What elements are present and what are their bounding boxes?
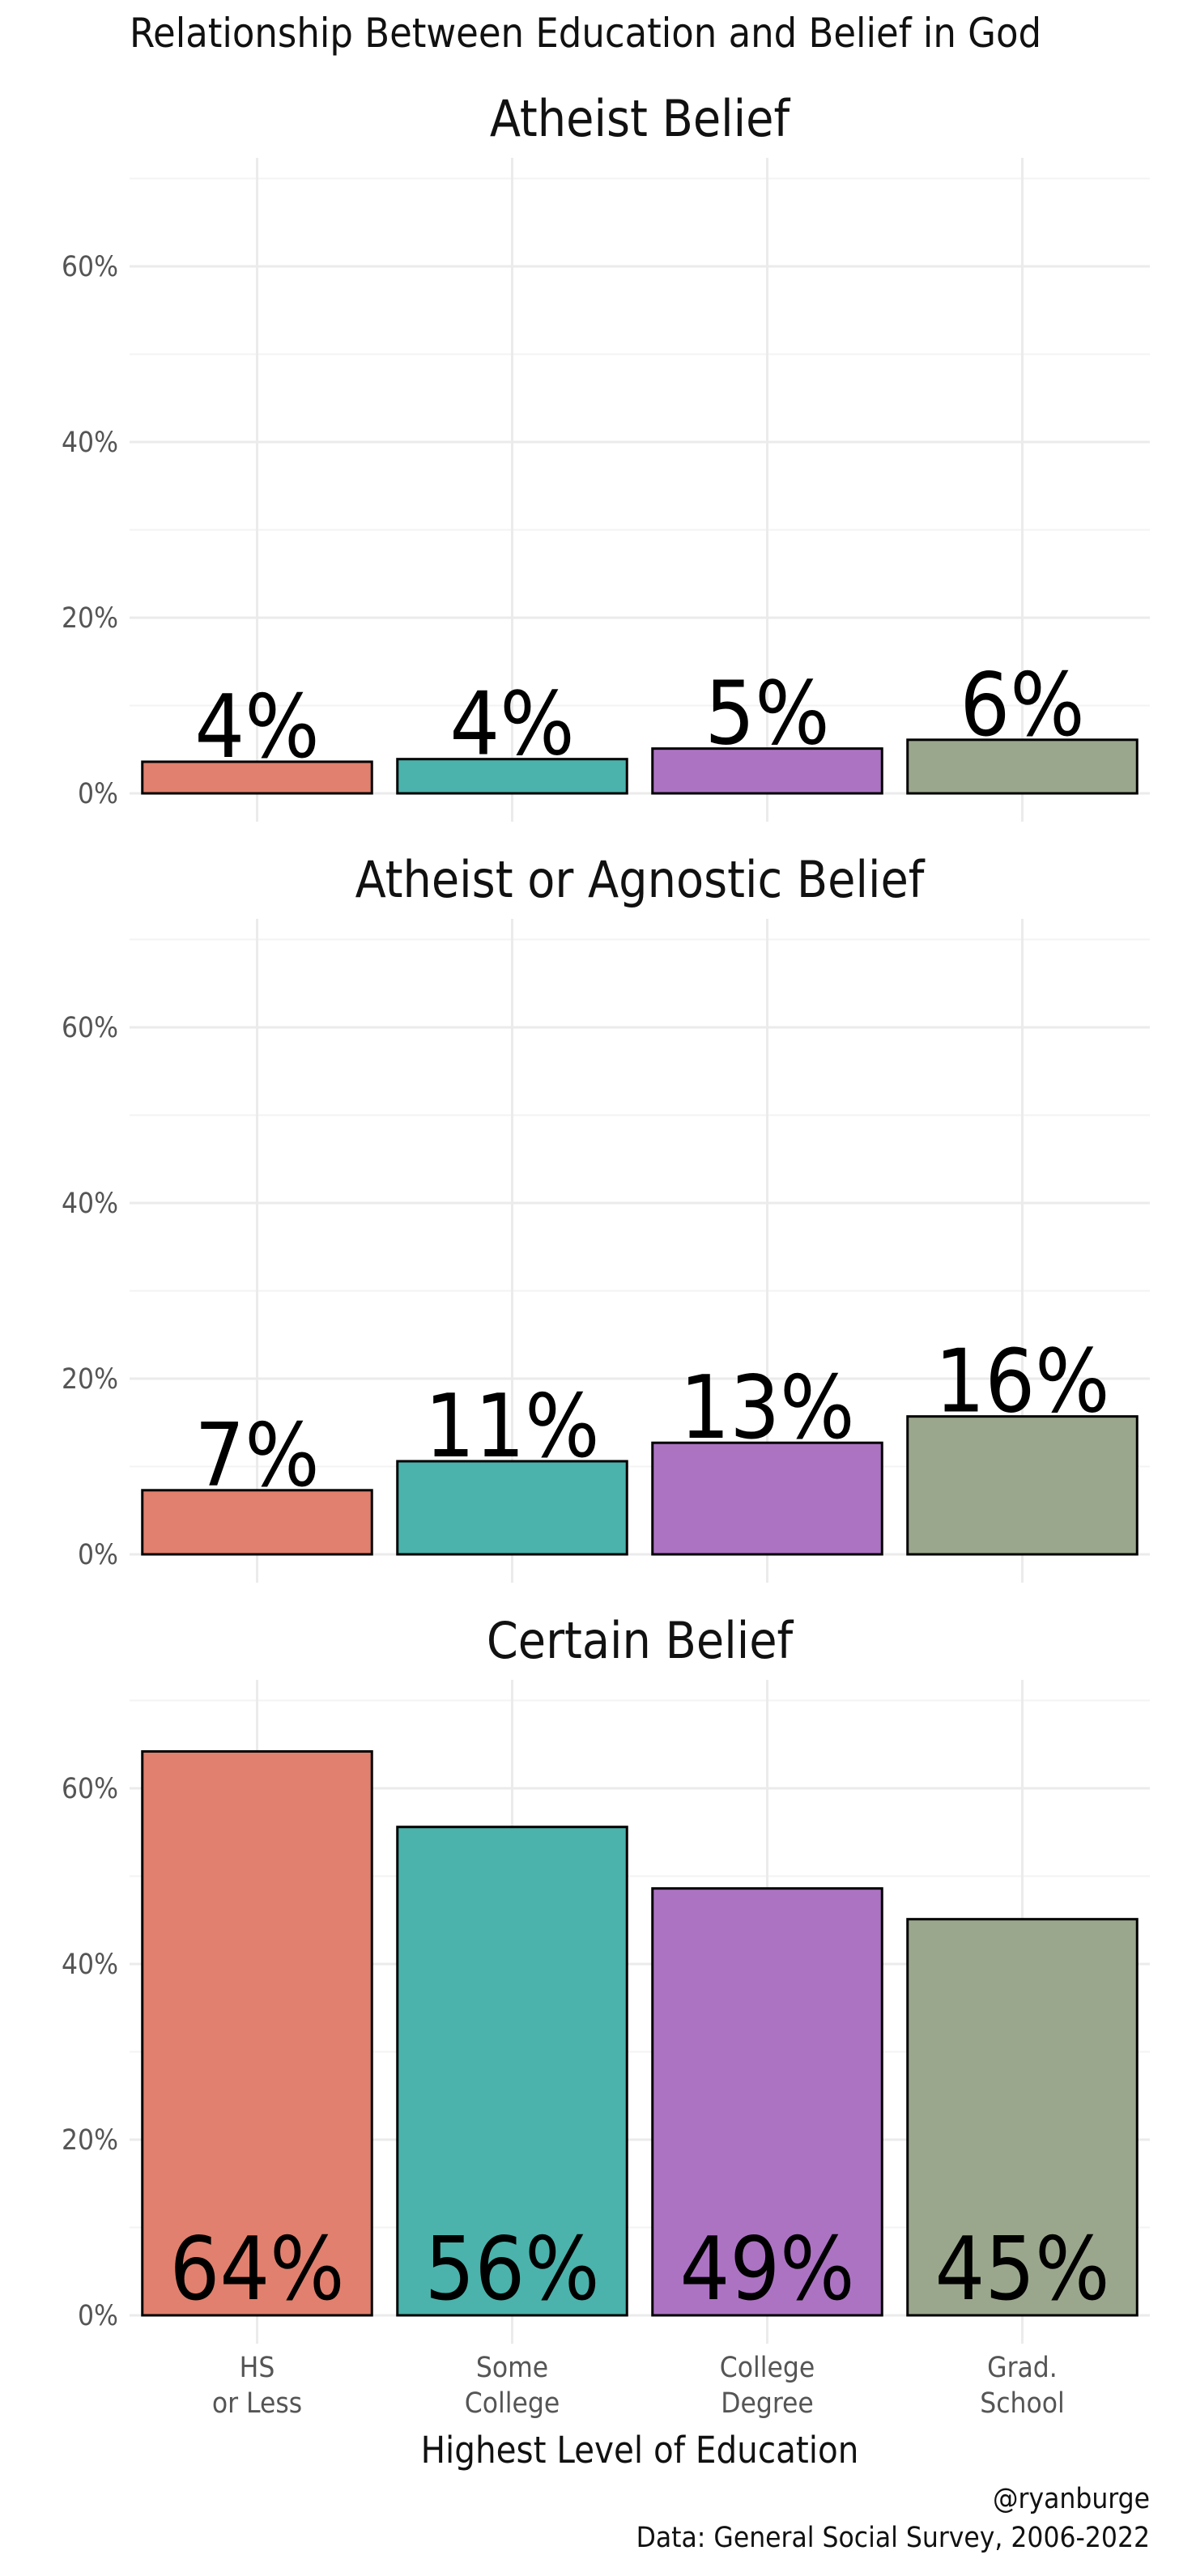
bar-value-label: 7% (194, 1405, 319, 1507)
bar (396, 758, 628, 795)
chart-title: Relationship Between Education and Belie… (130, 10, 1041, 57)
bar-value-label: 45% (935, 2219, 1110, 2320)
bar-value-label: 13% (680, 1358, 855, 1459)
y-tick-label: 0% (78, 2300, 118, 2332)
bar (396, 1460, 628, 1556)
x-tick-label: College Degree (720, 2352, 815, 2420)
bar-value-label: 4% (194, 677, 319, 778)
y-tick-label: 40% (62, 427, 118, 459)
bar (141, 760, 373, 795)
bar (906, 1918, 1139, 2317)
bar (906, 738, 1139, 795)
y-tick-label: 0% (78, 1539, 118, 1571)
bar-value-label: 16% (935, 1332, 1110, 1433)
bar (651, 1887, 883, 2317)
facet-panel: Atheist Belief 0% 20% 40% 60% 4% 4% 5% 6% (62, 89, 1150, 822)
bar (141, 1489, 373, 1556)
y-tick-label: 0% (78, 778, 118, 810)
bar (141, 1749, 373, 2317)
y-tick-label: 40% (62, 1949, 118, 1981)
bar-value-label: 4% (449, 674, 574, 776)
y-tick-label: 60% (62, 1012, 118, 1044)
facet-panel: Certain Belief 0% 20% 40% 60% 64% 56% 49% 45% (62, 1611, 1150, 2344)
bar-value-label: 49% (680, 2219, 855, 2320)
bar-value-label: 6% (960, 655, 1084, 756)
y-tick-label: 60% (62, 1773, 118, 1805)
facet-title: Atheist or Agnostic Belief (355, 850, 926, 909)
bar-value-label: 56% (425, 2219, 600, 2320)
y-tick-label: 60% (62, 251, 118, 283)
y-tick-label: 40% (62, 1188, 118, 1220)
facet-title: Certain Belief (487, 1611, 794, 1670)
caption-handle: @ryanburge (993, 2483, 1150, 2515)
facet-panel: Atheist or Agnostic Belief 0% 20% 40% 60% 7% 1… (62, 850, 1150, 1583)
bar (651, 1441, 883, 1556)
bar-value-label: 11% (425, 1376, 600, 1477)
y-tick-label: 20% (62, 602, 118, 635)
bar (396, 1826, 628, 2317)
bar (906, 1415, 1139, 1556)
x-axis-title: Highest Level of Education (421, 2429, 859, 2472)
x-tick-label: Grad. School (980, 2352, 1065, 2420)
y-tick-label: 20% (62, 2124, 118, 2157)
bar (651, 747, 883, 795)
x-tick-label: Some College (465, 2352, 560, 2420)
x-axis-ticks: HS or Less Some College College Degree Grad. Sc… (212, 2352, 1065, 2420)
bar-value-label: 64% (170, 2219, 345, 2320)
caption-source: Data: General Social Survey, 2006-2022 (636, 2522, 1150, 2554)
facet-title: Atheist Belief (490, 89, 791, 148)
x-tick-label: HS or Less (212, 2352, 302, 2420)
y-tick-label: 20% (62, 1363, 118, 1396)
bar-value-label: 5% (704, 664, 829, 765)
